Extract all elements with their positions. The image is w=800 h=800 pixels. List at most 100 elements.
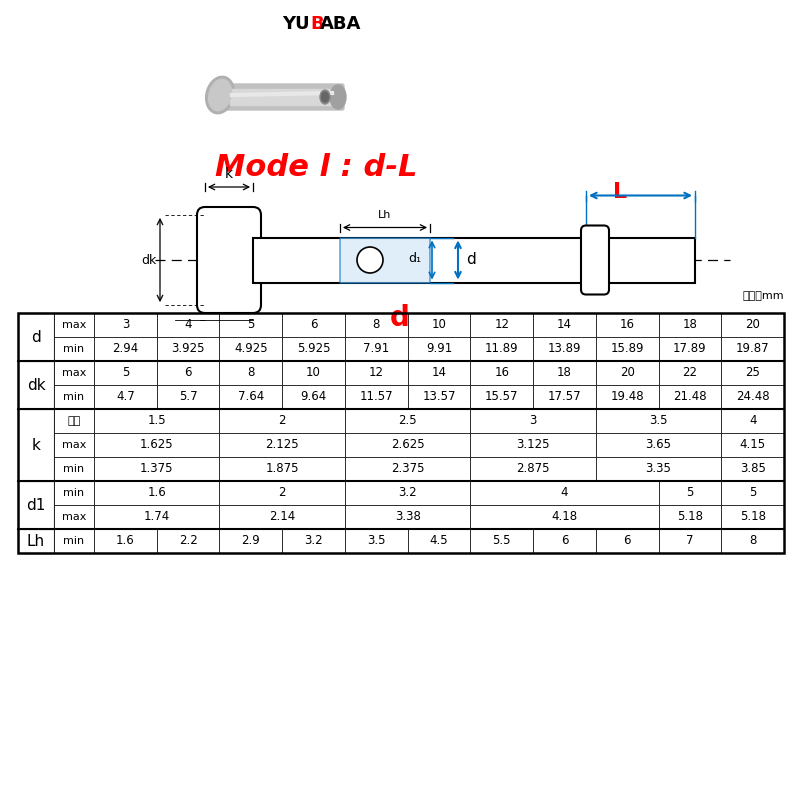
Bar	[722, 385, 784, 409]
FancyBboxPatch shape	[581, 226, 609, 294]
Text: 11.57: 11.57	[359, 390, 393, 403]
Text: 3: 3	[530, 414, 537, 427]
Bar	[94, 385, 157, 409]
Text: 1.625: 1.625	[140, 438, 174, 451]
Text: 单位：mm: 单位：mm	[742, 291, 784, 301]
Bar	[253, 238, 695, 282]
Text: 9.64: 9.64	[301, 390, 326, 403]
Text: 2.375: 2.375	[391, 462, 424, 475]
Text: 3.35: 3.35	[646, 462, 671, 475]
Circle shape	[357, 247, 383, 273]
Bar	[54, 481, 94, 505]
Bar	[282, 385, 345, 409]
Text: 3: 3	[122, 318, 129, 331]
Text: 4.18: 4.18	[551, 510, 578, 523]
Text: min: min	[63, 344, 85, 354]
Bar	[345, 409, 470, 433]
Text: 25: 25	[745, 366, 760, 379]
Bar	[219, 337, 282, 361]
Bar	[722, 457, 784, 481]
Bar	[219, 505, 345, 529]
Text: 17.57: 17.57	[548, 390, 582, 403]
Bar	[596, 433, 722, 457]
Bar	[94, 409, 219, 433]
Text: 19.87: 19.87	[736, 342, 770, 355]
Text: 13.89: 13.89	[548, 342, 582, 355]
Bar	[470, 313, 533, 337]
Text: 1.875: 1.875	[266, 462, 299, 475]
Bar	[470, 337, 533, 361]
Text: 17.89: 17.89	[673, 342, 706, 355]
Bar	[282, 337, 345, 361]
Ellipse shape	[330, 85, 346, 109]
Bar	[533, 529, 596, 553]
Bar	[533, 361, 596, 385]
Text: 6: 6	[310, 318, 318, 331]
Ellipse shape	[209, 79, 231, 110]
Bar	[596, 409, 722, 433]
Text: 3.125: 3.125	[516, 438, 550, 451]
Bar	[596, 313, 658, 337]
Text: d: d	[390, 305, 410, 333]
Ellipse shape	[206, 76, 234, 114]
Bar	[470, 385, 533, 409]
Bar	[219, 409, 345, 433]
Text: 4: 4	[749, 414, 756, 427]
Bar	[345, 361, 408, 385]
Text: 2.94: 2.94	[112, 342, 138, 355]
Bar	[54, 361, 94, 385]
FancyBboxPatch shape	[220, 84, 344, 110]
Text: 3.5: 3.5	[650, 414, 668, 427]
Text: min: min	[63, 488, 85, 498]
Text: 2: 2	[278, 486, 286, 499]
Text: min: min	[63, 392, 85, 402]
Bar	[596, 457, 722, 481]
Bar	[722, 409, 784, 433]
Bar	[18, 529, 54, 553]
Text: 2.2: 2.2	[178, 534, 198, 547]
Text: ABA: ABA	[320, 15, 362, 33]
Bar	[219, 433, 345, 457]
Bar	[408, 337, 470, 361]
Text: 14: 14	[431, 366, 446, 379]
Text: d₁: d₁	[409, 251, 422, 265]
Text: 6: 6	[561, 534, 568, 547]
Text: 3.2: 3.2	[304, 534, 323, 547]
Bar	[722, 337, 784, 361]
Text: Lh: Lh	[378, 210, 392, 221]
Text: 4: 4	[561, 486, 568, 499]
Bar	[18, 409, 54, 481]
Bar	[340, 238, 430, 282]
Bar	[408, 385, 470, 409]
Text: 12: 12	[369, 366, 384, 379]
Bar	[596, 385, 658, 409]
Text: d: d	[31, 330, 41, 345]
FancyBboxPatch shape	[197, 207, 261, 313]
Text: 2.125: 2.125	[266, 438, 299, 451]
Bar	[722, 433, 784, 457]
Bar	[282, 529, 345, 553]
Bar	[219, 529, 282, 553]
Bar	[18, 481, 54, 529]
Text: 13.57: 13.57	[422, 390, 456, 403]
Text: 3.2: 3.2	[398, 486, 417, 499]
Bar	[533, 337, 596, 361]
Bar	[219, 385, 282, 409]
Text: 5.18: 5.18	[677, 510, 703, 523]
Bar	[94, 433, 219, 457]
Text: 5.925: 5.925	[297, 342, 330, 355]
Text: 16: 16	[494, 366, 510, 379]
Text: 11.89: 11.89	[485, 342, 518, 355]
Text: 3.65: 3.65	[646, 438, 671, 451]
Bar	[345, 337, 408, 361]
Bar	[533, 313, 596, 337]
Ellipse shape	[322, 92, 329, 102]
Bar	[470, 433, 596, 457]
Text: 2.875: 2.875	[516, 462, 550, 475]
Text: 公称: 公称	[67, 416, 81, 426]
Bar	[94, 313, 157, 337]
Text: 2.14: 2.14	[269, 510, 295, 523]
Bar	[408, 313, 470, 337]
Text: k: k	[225, 167, 233, 181]
Bar	[345, 457, 470, 481]
